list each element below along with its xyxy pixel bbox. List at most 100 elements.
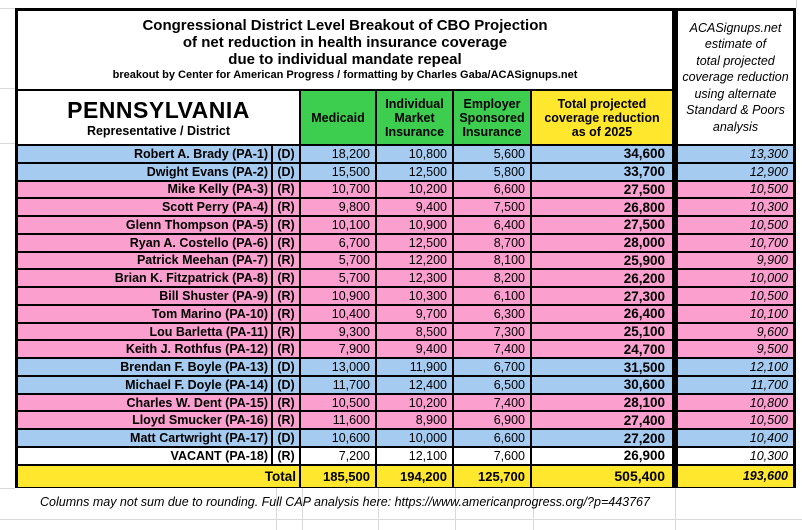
row-6-total[interactable]: 28,000 <box>532 234 672 251</box>
row-17-name[interactable]: Matt Cartwright (PA-17) <box>18 430 271 447</box>
row-10-total[interactable]: 26,400 <box>532 305 672 322</box>
row-14-total[interactable]: 30,600 <box>532 376 672 393</box>
row-2-employer[interactable]: 5,800 <box>454 163 530 180</box>
row-8-party[interactable]: (R) <box>273 270 299 287</box>
row-11-total[interactable]: 25,100 <box>532 323 672 340</box>
row-18-medicaid[interactable]: 7,200 <box>301 448 375 464</box>
row-16-employer[interactable]: 6,900 <box>454 412 530 429</box>
row-12-employer[interactable]: 7,400 <box>454 341 530 358</box>
row-11-medicaid[interactable]: 9,300 <box>301 323 375 340</box>
row-4-name[interactable]: Scott Perry (PA-4) <box>18 199 271 216</box>
row-10-individual[interactable]: 9,700 <box>377 305 452 322</box>
row-6-party[interactable]: (R) <box>273 234 299 251</box>
row-9-sp[interactable]: 10,500 <box>678 288 793 304</box>
row-8-total[interactable]: 26,200 <box>532 270 672 287</box>
row-14-individual[interactable]: 12,400 <box>377 376 452 393</box>
row-1-total[interactable]: 34,600 <box>532 146 672 162</box>
row-7-medicaid[interactable]: 5,700 <box>301 252 375 269</box>
row-7-employer[interactable]: 8,100 <box>454 252 530 269</box>
row-3-employer[interactable]: 6,600 <box>454 181 530 198</box>
row-10-employer[interactable]: 6,300 <box>454 305 530 322</box>
row-4-sp[interactable]: 10,300 <box>678 199 793 216</box>
row-2-total[interactable]: 33,700 <box>532 163 672 180</box>
row-1-individual[interactable]: 10,800 <box>377 146 452 162</box>
row-5-party[interactable]: (R) <box>273 217 299 233</box>
row-1-employer[interactable]: 5,600 <box>454 146 530 162</box>
row-1-sp[interactable]: 13,300 <box>678 146 793 162</box>
row-8-name[interactable]: Brian K. Fitzpatrick (PA-8) <box>18 270 271 287</box>
row-3-medicaid[interactable]: 10,700 <box>301 181 375 198</box>
row-18-employer[interactable]: 7,600 <box>454 448 530 464</box>
row-14-name[interactable]: Michael F. Doyle (PA-14) <box>18 376 271 393</box>
row-2-sp[interactable]: 12,900 <box>678 163 793 180</box>
row-16-individual[interactable]: 8,900 <box>377 412 452 429</box>
row-12-individual[interactable]: 9,400 <box>377 341 452 358</box>
row-4-total[interactable]: 26,800 <box>532 199 672 216</box>
column-header-individual[interactable]: Individual Market Insurance <box>377 91 452 144</box>
row-5-employer[interactable]: 6,400 <box>454 217 530 233</box>
row-7-name[interactable]: Patrick Meehan (PA-7) <box>18 252 271 269</box>
sp-total[interactable]: 193,600 <box>678 465 793 487</box>
row-12-name[interactable]: Keith J. Rothfus (PA-12) <box>18 341 271 358</box>
row-11-sp[interactable]: 9,600 <box>678 323 793 340</box>
row-12-medicaid[interactable]: 7,900 <box>301 341 375 358</box>
row-15-individual[interactable]: 10,200 <box>377 394 452 411</box>
total-medicaid[interactable]: 185,500 <box>301 465 375 487</box>
row-3-total[interactable]: 27,500 <box>532 181 672 198</box>
row-17-medicaid[interactable]: 10,600 <box>301 430 375 447</box>
row-2-name[interactable]: Dwight Evans (PA-2) <box>18 163 271 180</box>
column-header-medicaid[interactable]: Medicaid <box>301 91 375 144</box>
total-individual[interactable]: 194,200 <box>377 465 452 487</box>
row-5-individual[interactable]: 10,900 <box>377 217 452 233</box>
row-13-medicaid[interactable]: 13,000 <box>301 359 375 375</box>
row-8-medicaid[interactable]: 5,700 <box>301 270 375 287</box>
row-15-medicaid[interactable]: 10,500 <box>301 394 375 411</box>
row-10-name[interactable]: Tom Marino (PA-10) <box>18 305 271 322</box>
table-title-cell[interactable]: Congressional District Level Breakout of… <box>18 11 672 89</box>
row-17-sp[interactable]: 10,400 <box>678 430 793 447</box>
row-17-total[interactable]: 27,200 <box>532 430 672 447</box>
row-18-individual[interactable]: 12,100 <box>377 448 452 464</box>
row-6-name[interactable]: Ryan A. Costello (PA-6) <box>18 234 271 251</box>
row-1-medicaid[interactable]: 18,200 <box>301 146 375 162</box>
row-9-name[interactable]: Bill Shuster (PA-9) <box>18 288 271 304</box>
row-11-employer[interactable]: 7,300 <box>454 323 530 340</box>
row-3-individual[interactable]: 10,200 <box>377 181 452 198</box>
row-2-party[interactable]: (D) <box>273 163 299 180</box>
total-row-label[interactable]: Total <box>18 465 299 487</box>
total-grand[interactable]: 505,400 <box>532 465 672 487</box>
row-11-name[interactable]: Lou Barletta (PA-11) <box>18 323 271 340</box>
row-6-sp[interactable]: 10,700 <box>678 234 793 251</box>
row-11-individual[interactable]: 8,500 <box>377 323 452 340</box>
row-16-medicaid[interactable]: 11,600 <box>301 412 375 429</box>
row-14-employer[interactable]: 6,500 <box>454 376 530 393</box>
row-18-total[interactable]: 26,900 <box>532 448 672 464</box>
row-13-party[interactable]: (D) <box>273 359 299 375</box>
row-10-sp[interactable]: 10,100 <box>678 305 793 322</box>
row-15-party[interactable]: (R) <box>273 394 299 411</box>
row-5-sp[interactable]: 10,500 <box>678 217 793 233</box>
row-3-party[interactable]: (R) <box>273 181 299 198</box>
row-14-sp[interactable]: 11,700 <box>678 376 793 393</box>
row-16-party[interactable]: (R) <box>273 412 299 429</box>
row-9-total[interactable]: 27,300 <box>532 288 672 304</box>
row-7-individual[interactable]: 12,200 <box>377 252 452 269</box>
row-5-medicaid[interactable]: 10,100 <box>301 217 375 233</box>
row-12-sp[interactable]: 9,500 <box>678 341 793 358</box>
row-5-total[interactable]: 27,500 <box>532 217 672 233</box>
row-17-employer[interactable]: 6,600 <box>454 430 530 447</box>
sp-column-header[interactable]: ACASignups.net estimate of total project… <box>678 11 793 144</box>
row-9-individual[interactable]: 10,300 <box>377 288 452 304</box>
row-4-individual[interactable]: 9,400 <box>377 199 452 216</box>
row-4-party[interactable]: (R) <box>273 199 299 216</box>
row-8-individual[interactable]: 12,300 <box>377 270 452 287</box>
row-6-individual[interactable]: 12,500 <box>377 234 452 251</box>
row-18-name[interactable]: VACANT (PA-18) <box>18 448 271 464</box>
row-16-name[interactable]: Lloyd Smucker (PA-16) <box>18 412 271 429</box>
row-2-medicaid[interactable]: 15,500 <box>301 163 375 180</box>
row-6-employer[interactable]: 8,700 <box>454 234 530 251</box>
row-7-sp[interactable]: 9,900 <box>678 252 793 269</box>
row-1-name[interactable]: Robert A. Brady (PA-1) <box>18 146 271 162</box>
row-16-total[interactable]: 27,400 <box>532 412 672 429</box>
row-17-party[interactable]: (D) <box>273 430 299 447</box>
